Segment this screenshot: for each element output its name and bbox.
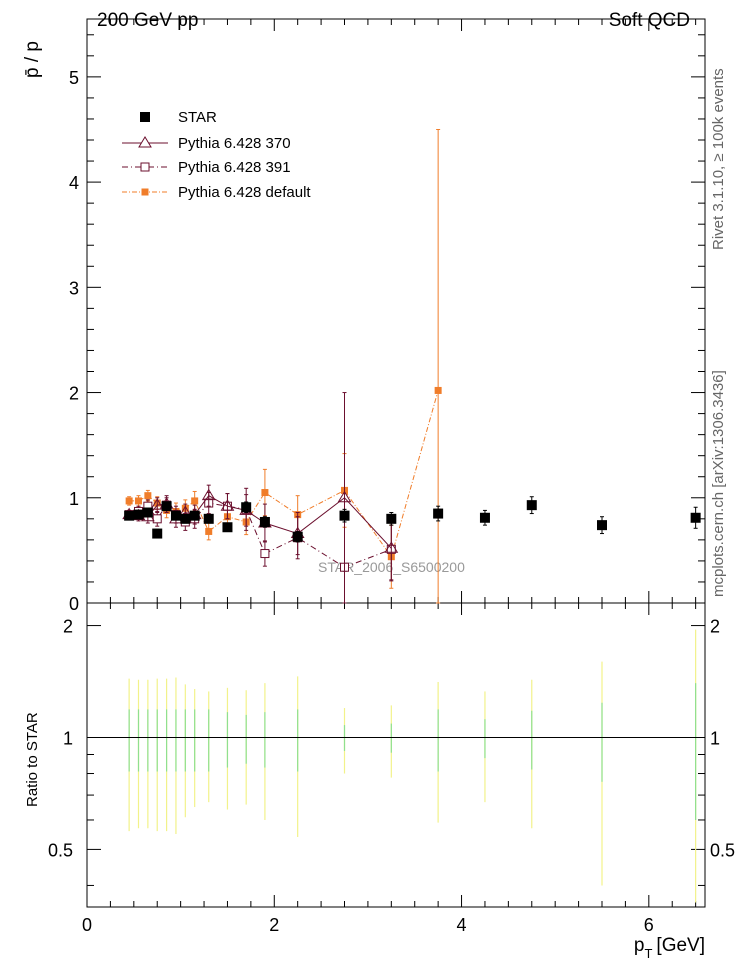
ratio-y-tick-label-right: 1 (710, 728, 720, 748)
x-tick-label: 2 (269, 915, 279, 935)
series-default-point (125, 497, 133, 505)
series-star-point (180, 513, 191, 524)
series-star-point (170, 510, 181, 521)
series-default-point (261, 489, 269, 497)
series-default-line (129, 390, 439, 558)
legend-default-marker (141, 188, 149, 196)
mcplots-label: mcplots.cern.ch [arXiv:1306.3436] (710, 370, 727, 597)
x-axis-label-unit: [GeV] (656, 935, 705, 956)
legend-391-marker (140, 162, 150, 172)
legend-entry-label: STAR (178, 109, 217, 126)
series-star-point (690, 512, 701, 523)
ratio-y-tick-label: 1 (63, 728, 73, 748)
ratio-y-axis-label: Ratio to STAR (24, 712, 41, 807)
ratio-uncertainty-bands (87, 629, 705, 903)
rivet-label: Rivet 3.1.10, ≥ 100k events (710, 68, 727, 250)
header-right-title: Soft QCD (609, 10, 690, 31)
series-star-point (479, 512, 490, 523)
series-default-point (135, 497, 142, 505)
series-370-point (150, 498, 165, 510)
main-y-tick-label: 5 (69, 68, 79, 88)
series-default-point (205, 527, 213, 535)
series-star-point (433, 508, 444, 519)
series-star-point (241, 502, 252, 513)
legend-entry-label: Pythia 6.428 370 (178, 135, 291, 152)
series-default-point (434, 386, 442, 394)
main-y-axis-label: p̄ / p (22, 41, 43, 78)
series-star-point (133, 509, 144, 520)
x-tick-label: 4 (457, 915, 467, 935)
main-axis-ticks: 0 1 2 3 4 5 (69, 19, 705, 614)
series-star-point (152, 528, 163, 539)
ratio-axis-ticks: 0 2 4 6 0.5 0.5 1 1 2 2 (48, 603, 735, 935)
x-axis-label-sub: T (644, 946, 652, 961)
series-370-point (337, 490, 352, 503)
ratio-y-tick-label: 2 (63, 617, 73, 637)
legend-370-marker (138, 136, 152, 148)
ratio-plot-frame (86, 602, 706, 908)
x-tick-label: 0 (82, 915, 92, 935)
series-star-point (259, 516, 270, 527)
x-axis-label-main: p (634, 935, 645, 956)
series-370-point (220, 499, 235, 511)
x-axis-label: pT [GeV] (634, 935, 705, 961)
series-370-point (384, 541, 399, 553)
series-star-point (161, 501, 172, 512)
series-default-point (191, 497, 199, 505)
main-y-tick-label: 2 (69, 384, 79, 404)
main-y-tick-label: 4 (69, 173, 79, 193)
series-star-point (386, 513, 397, 524)
series-star-point (526, 500, 537, 511)
ratio-y-tick-label-right: 2 (710, 617, 720, 637)
series-star-point (124, 510, 135, 521)
ratio-y-tick-label-right: 0.5 (710, 840, 735, 860)
legend: STAR Pythia 6.428 370 Pythia 6.428 391 Pyth… (122, 109, 311, 201)
series-star-point (189, 510, 200, 521)
series-star-point (203, 513, 214, 524)
series-391-point (260, 549, 270, 559)
legend-entry-label: Pythia 6.428 default (178, 184, 311, 201)
series-star-point (142, 507, 153, 518)
data-series (122, 128, 701, 604)
series-star-point (339, 510, 350, 521)
series-star-point (597, 520, 607, 531)
main-y-tick-label: 0 (69, 594, 79, 614)
main-y-tick-label: 1 (69, 489, 79, 509)
legend-star-marker (140, 112, 150, 122)
main-y-tick-label: 3 (69, 278, 79, 298)
ratio-y-tick-label: 0.5 (48, 840, 73, 860)
series-star-point (222, 522, 233, 533)
series-star-point (292, 531, 303, 542)
legend-entry-label: Pythia 6.428 391 (178, 159, 291, 176)
series-default-point (144, 492, 152, 500)
series-370-point (201, 488, 216, 501)
x-tick-label: 6 (644, 915, 654, 935)
header-left-title: 200 GeV pp (97, 10, 198, 31)
series-391-point (152, 514, 162, 524)
